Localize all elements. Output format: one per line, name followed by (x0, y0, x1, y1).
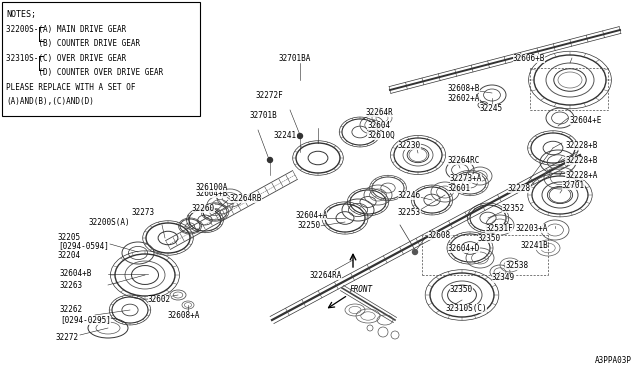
Text: 32538: 32538 (505, 260, 528, 269)
Text: 32604+B: 32604+B (195, 189, 227, 198)
Text: 32264RA: 32264RA (310, 270, 342, 279)
Text: 32272: 32272 (55, 334, 78, 343)
Text: 32264RB: 32264RB (230, 193, 262, 202)
Text: 326100A: 326100A (195, 183, 227, 192)
Text: (B) COUNTER DRIVE GEAR: (B) COUNTER DRIVE GEAR (6, 39, 140, 48)
FancyBboxPatch shape (2, 2, 200, 116)
Text: 32352: 32352 (502, 203, 525, 212)
Text: 32602: 32602 (148, 295, 171, 305)
Text: 32260: 32260 (192, 203, 215, 212)
Text: 32262: 32262 (60, 305, 83, 314)
Text: 32200S(A): 32200S(A) (88, 218, 130, 227)
Text: 32200S-(A) MAIN DRIVE GEAR: 32200S-(A) MAIN DRIVE GEAR (6, 25, 126, 33)
Text: 32228+A: 32228+A (565, 170, 597, 180)
Text: [0294-0295]: [0294-0295] (60, 315, 111, 324)
Text: 32228+B: 32228+B (565, 155, 597, 164)
Text: 32608+A: 32608+A (168, 311, 200, 320)
Text: 32604+D: 32604+D (448, 244, 481, 253)
Text: 32604+E: 32604+E (570, 115, 602, 125)
Circle shape (268, 157, 273, 163)
Text: PLEASE REPLACE WITH A SET OF: PLEASE REPLACE WITH A SET OF (6, 83, 136, 92)
Text: [0294-0594]: [0294-0594] (58, 241, 109, 250)
Text: 32241: 32241 (273, 131, 296, 140)
Text: 32241B: 32241B (520, 241, 548, 250)
Text: 32273+A: 32273+A (450, 173, 483, 183)
Text: 32601: 32601 (448, 183, 471, 192)
Text: 32602+A: 32602+A (448, 93, 481, 103)
Text: 32264R: 32264R (365, 108, 393, 116)
Text: (D) COUNTER OVER DRIVE GEAR: (D) COUNTER OVER DRIVE GEAR (6, 68, 163, 77)
Text: FRONT: FRONT (350, 285, 373, 294)
Text: 32205: 32205 (58, 232, 81, 241)
Text: 32606+B: 32606+B (513, 54, 545, 62)
Circle shape (298, 134, 303, 138)
Text: 32228+B: 32228+B (565, 141, 597, 150)
Text: 32604+A: 32604+A (295, 211, 328, 219)
Text: 32310S-(C) OVER DRIVE GEAR: 32310S-(C) OVER DRIVE GEAR (6, 54, 126, 62)
Text: 32701: 32701 (562, 180, 585, 189)
Text: NOTES;: NOTES; (6, 10, 36, 19)
Text: 32230: 32230 (398, 141, 421, 150)
Text: 32204: 32204 (58, 250, 81, 260)
Text: 32203+A: 32203+A (516, 224, 548, 232)
Text: 32350: 32350 (450, 285, 473, 295)
Text: 32701B: 32701B (250, 110, 278, 119)
Text: 32246: 32246 (398, 190, 421, 199)
Text: 32250: 32250 (298, 221, 321, 230)
Text: 32701BA: 32701BA (279, 54, 311, 62)
Text: 32531F: 32531F (485, 224, 513, 232)
Text: 32253: 32253 (398, 208, 421, 217)
Text: 32310S(C): 32310S(C) (445, 304, 486, 312)
Circle shape (413, 250, 417, 254)
Text: A3PPA03P: A3PPA03P (595, 356, 632, 365)
Text: 32610Q: 32610Q (367, 131, 395, 140)
Text: 32604+B: 32604+B (60, 269, 92, 279)
Text: 32608: 32608 (428, 231, 451, 240)
Text: 32349: 32349 (492, 273, 515, 282)
Text: 32263: 32263 (60, 280, 83, 289)
Text: 32264RC: 32264RC (448, 155, 481, 164)
Text: 32350: 32350 (478, 234, 501, 243)
Text: 32228: 32228 (508, 183, 531, 192)
Text: 32604: 32604 (367, 121, 390, 129)
Text: 32273: 32273 (132, 208, 155, 217)
Text: (A)AND(B),(C)AND(D): (A)AND(B),(C)AND(D) (6, 97, 94, 106)
Text: 32272F: 32272F (255, 90, 283, 99)
Text: 32245: 32245 (480, 103, 503, 112)
Text: 32608+B: 32608+B (448, 83, 481, 93)
